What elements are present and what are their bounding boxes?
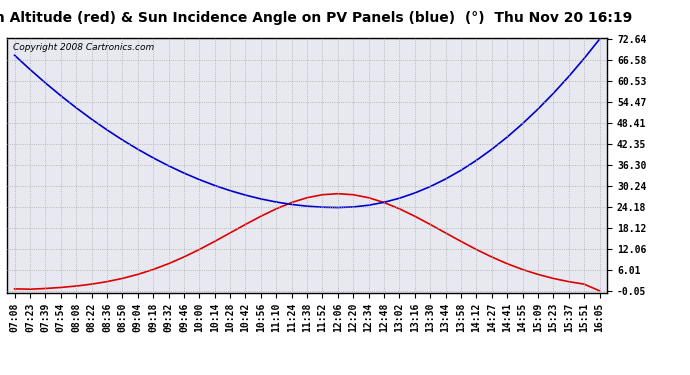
Text: Copyright 2008 Cartronics.com: Copyright 2008 Cartronics.com — [13, 43, 154, 52]
Text: Sun Altitude (red) & Sun Incidence Angle on PV Panels (blue)  (°)  Thu Nov 20 16: Sun Altitude (red) & Sun Incidence Angle… — [0, 11, 632, 25]
